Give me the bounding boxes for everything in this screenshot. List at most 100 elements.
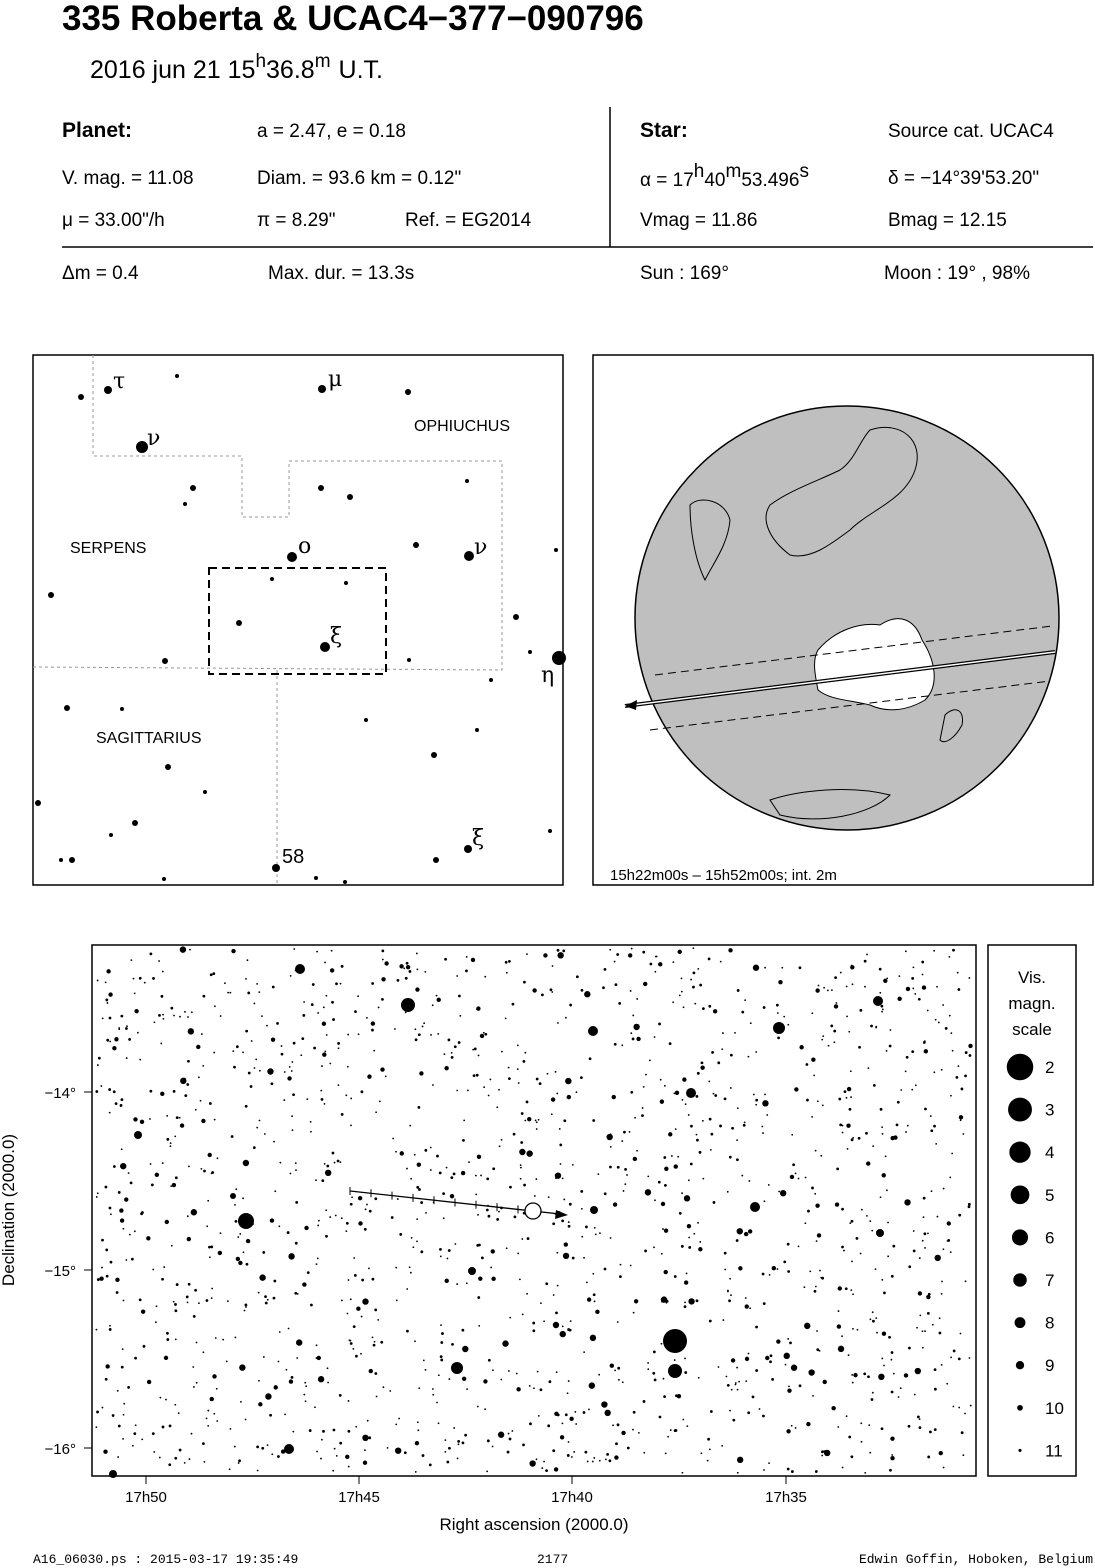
star xyxy=(933,1071,936,1074)
star xyxy=(659,1099,665,1104)
star xyxy=(263,1133,266,1135)
star xyxy=(475,1193,478,1196)
star xyxy=(653,1378,657,1382)
star xyxy=(184,1094,188,1098)
star xyxy=(506,1450,510,1454)
star xyxy=(398,1417,401,1420)
star xyxy=(158,960,161,962)
star xyxy=(324,961,326,964)
star xyxy=(320,1089,323,1092)
star xyxy=(863,1372,867,1376)
star xyxy=(736,1471,739,1474)
star xyxy=(664,1452,667,1455)
star xyxy=(734,1382,737,1384)
star xyxy=(630,1090,634,1094)
star xyxy=(208,1256,211,1259)
star xyxy=(302,1014,306,1017)
star xyxy=(663,1395,666,1399)
star xyxy=(697,1221,699,1224)
star xyxy=(904,950,907,953)
star xyxy=(807,1209,810,1213)
star xyxy=(413,542,419,548)
star xyxy=(233,1445,236,1448)
star xyxy=(456,1283,459,1285)
star xyxy=(621,1430,626,1436)
star xyxy=(923,1049,929,1054)
star xyxy=(108,1111,111,1114)
star xyxy=(695,1095,699,1098)
star xyxy=(128,1038,132,1041)
star xyxy=(512,1132,516,1136)
star xyxy=(602,986,605,990)
star xyxy=(879,991,882,994)
star xyxy=(410,1236,413,1239)
star xyxy=(149,1163,152,1165)
star xyxy=(303,1001,305,1003)
star xyxy=(549,988,553,992)
star xyxy=(684,1371,688,1374)
star xyxy=(837,1310,840,1312)
star xyxy=(270,577,274,581)
star xyxy=(195,1381,198,1384)
star xyxy=(474,1174,477,1177)
star xyxy=(406,1167,408,1170)
star xyxy=(321,1021,327,1026)
star xyxy=(618,1378,620,1381)
star xyxy=(941,1280,943,1283)
star xyxy=(318,1219,320,1222)
star xyxy=(844,1287,848,1291)
star xyxy=(122,1299,125,1302)
star xyxy=(250,1040,253,1042)
star xyxy=(406,1288,409,1290)
star xyxy=(752,1093,755,1096)
star xyxy=(771,1377,774,1381)
star xyxy=(573,1451,576,1453)
star xyxy=(747,1352,750,1355)
star xyxy=(349,1342,353,1345)
star xyxy=(889,1468,892,1472)
star xyxy=(152,1268,155,1271)
star xyxy=(300,1054,303,1057)
star xyxy=(203,1169,206,1173)
star xyxy=(890,1455,895,1461)
star xyxy=(672,961,675,964)
star xyxy=(866,953,868,956)
star xyxy=(856,1328,859,1331)
star xyxy=(170,1006,174,1010)
star xyxy=(747,1411,751,1415)
star xyxy=(564,1016,567,1019)
star xyxy=(238,1459,241,1463)
star xyxy=(938,1331,942,1335)
star xyxy=(515,1372,518,1375)
star xyxy=(850,1219,854,1223)
star xyxy=(898,975,901,978)
star xyxy=(274,1190,277,1193)
star xyxy=(813,1289,817,1293)
star xyxy=(416,1185,420,1189)
star xyxy=(444,1066,449,1071)
star xyxy=(586,1460,589,1463)
star xyxy=(918,1418,921,1420)
star xyxy=(450,1056,454,1059)
star xyxy=(112,1165,116,1168)
star-vmag: Vmag = 11.86 xyxy=(640,210,757,231)
star xyxy=(744,999,747,1002)
star xyxy=(371,1277,375,1281)
legend-label: 4 xyxy=(1045,1143,1054,1162)
star xyxy=(175,374,179,378)
star xyxy=(346,1065,349,1068)
star xyxy=(487,1214,491,1218)
star xyxy=(929,1115,932,1117)
star xyxy=(375,1395,378,1398)
star xyxy=(332,1469,335,1472)
star xyxy=(642,1400,646,1403)
star xyxy=(821,1038,824,1041)
star xyxy=(865,1131,868,1135)
star xyxy=(242,1159,250,1167)
star xyxy=(482,1031,485,1034)
star xyxy=(291,1115,293,1118)
star xyxy=(310,1303,313,1307)
star xyxy=(791,1133,794,1136)
star xyxy=(571,1256,575,1260)
star xyxy=(101,1266,103,1269)
